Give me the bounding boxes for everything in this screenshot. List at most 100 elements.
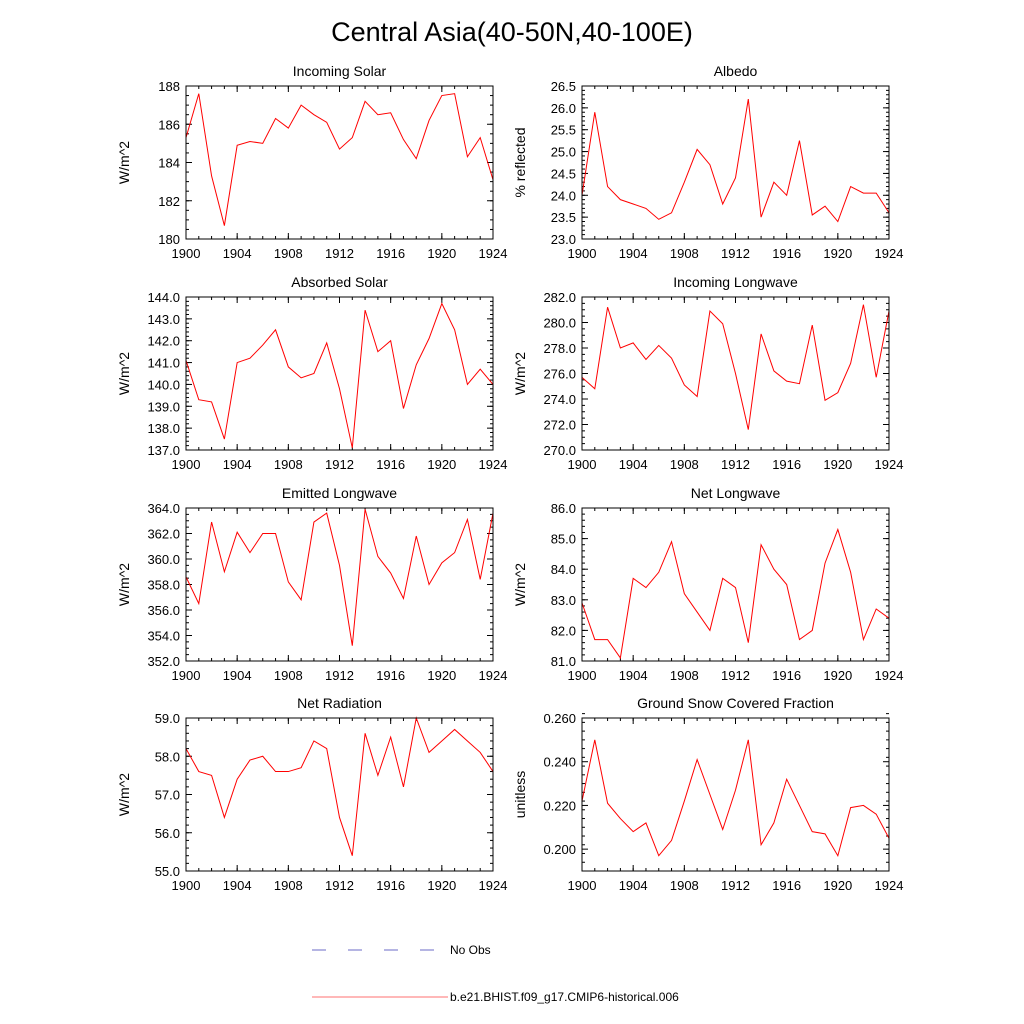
panel-incoming-solar: Incoming Solar 180 182 184 186 188 1900 1904 190… (116, 63, 507, 261)
x-tick-label: 1912 (325, 246, 354, 261)
y-tick-label: 141.0 (147, 356, 180, 371)
y-tick-label: 25.5 (551, 123, 576, 138)
x-tick-label: 1908 (274, 668, 303, 683)
x-tick-label: 1900 (172, 878, 201, 893)
y-tick-label: 274.0 (543, 392, 576, 407)
y-tick-label: 282.0 (543, 290, 576, 305)
x-tick-label: 1908 (670, 878, 699, 893)
series-line-absorbed-solar (185, 302, 494, 448)
x-tick-label: 1904 (223, 668, 252, 683)
x-tick-label: 1900 (172, 457, 201, 472)
panel-ground-snow-covered-fraction: Ground Snow Covered Fraction 0.200 0.220 0.… (512, 695, 903, 893)
y-tick-label: 26.0 (551, 101, 576, 116)
series-line-ground-snow-covered-fraction (581, 739, 890, 857)
x-tick-label: 1900 (172, 668, 201, 683)
panel-title-albedo: Albedo (714, 63, 758, 79)
x-tick-label: 1912 (325, 457, 354, 472)
y-tick-label: 24.5 (551, 166, 576, 181)
x-tick-label: 1916 (376, 668, 405, 683)
y-tick-label: 272.0 (543, 418, 576, 433)
legend-no-obs-label: No Obs (450, 943, 491, 957)
legend: No Obs b.e21.BHIST.f09_g17.CMIP6-histori… (312, 943, 679, 1004)
figure-title: Central Asia(40-50N,40-100E) (331, 17, 693, 47)
x-tick-label: 1908 (274, 457, 303, 472)
y-tick-label: 362.0 (147, 527, 180, 542)
x-tick-label: 1924 (875, 878, 904, 893)
y-axis-label-net-radiation: W/m^2 (116, 773, 132, 816)
x-tick-label: 1912 (721, 457, 750, 472)
panel-frame-ground-snow-covered-fraction (581, 717, 890, 872)
y-tick-label: 0.260 (543, 711, 576, 726)
y-tick-label: 137.0 (147, 443, 180, 458)
x-tick-label: 1900 (568, 457, 597, 472)
y-tick-label: 138.0 (147, 421, 180, 436)
y-tick-label: 23.5 (551, 210, 576, 225)
series-line-net-radiation (185, 716, 494, 856)
panel-title-net-longwave: Net Longwave (691, 485, 781, 501)
y-tick-label: 276.0 (543, 367, 576, 382)
y-tick-label: 59.0 (155, 711, 180, 726)
panel-frame-incoming-longwave (581, 296, 890, 451)
x-tick-label: 1908 (274, 246, 303, 261)
panel-absorbed-solar: Absorbed Solar 137.0 138.0 139.0 140.0 141.0 1… (116, 274, 507, 472)
series-line-emitted-longwave (185, 509, 494, 646)
panel-frame-absorbed-solar (185, 296, 494, 451)
panel-net-longwave: Net Longwave 81.0 82.0 83.0 84.0 85.0 86.0 1900… (512, 485, 903, 683)
x-tick-label: 1912 (325, 878, 354, 893)
panel-emitted-longwave: Emitted Longwave 352.0 354.0 356.0 358.0 360.… (116, 485, 507, 683)
x-tick-label: 1900 (172, 246, 201, 261)
x-tick-label: 1924 (875, 457, 904, 472)
y-tick-label: 354.0 (147, 629, 180, 644)
x-tick-label: 1916 (376, 457, 405, 472)
series-line-incoming-solar (185, 93, 494, 226)
y-axis-label-emitted-longwave: W/m^2 (116, 563, 132, 606)
y-tick-label: 356.0 (147, 603, 180, 618)
x-tick-label: 1920 (427, 668, 456, 683)
y-tick-label: 56.0 (155, 826, 180, 841)
y-axis-label-net-longwave: W/m^2 (512, 563, 528, 606)
x-tick-label: 1920 (427, 878, 456, 893)
x-tick-label: 1900 (568, 878, 597, 893)
x-tick-label: 1904 (619, 457, 648, 472)
y-tick-label: 26.5 (551, 79, 576, 94)
y-tick-label: 144.0 (147, 290, 180, 305)
panel-title-ground-snow-covered-fraction: Ground Snow Covered Fraction (637, 695, 834, 711)
x-tick-label: 1920 (823, 246, 852, 261)
y-tick-label: 140.0 (147, 377, 180, 392)
x-tick-label: 1904 (619, 878, 648, 893)
x-tick-label: 1916 (772, 246, 801, 261)
x-tick-label: 1916 (772, 878, 801, 893)
y-tick-label: 188 (158, 79, 180, 94)
x-tick-label: 1908 (274, 878, 303, 893)
x-tick-label: 1920 (427, 246, 456, 261)
x-tick-label: 1916 (772, 668, 801, 683)
y-tick-label: 23.0 (551, 232, 576, 247)
y-tick-label: 85.0 (551, 532, 576, 547)
x-tick-label: 1904 (223, 246, 252, 261)
x-tick-label: 1924 (479, 457, 508, 472)
x-tick-label: 1904 (619, 668, 648, 683)
x-tick-label: 1920 (427, 457, 456, 472)
y-tick-label: 0.220 (543, 798, 576, 813)
x-tick-label: 1916 (376, 246, 405, 261)
panel-title-emitted-longwave: Emitted Longwave (282, 485, 397, 501)
y-tick-label: 364.0 (147, 501, 180, 516)
y-tick-label: 57.0 (155, 788, 180, 803)
y-axis-label-ground-snow-covered-fraction: unitless (512, 771, 528, 818)
y-tick-label: 0.240 (543, 755, 576, 770)
y-tick-label: 186 (158, 117, 180, 132)
series-line-net-longwave (581, 527, 890, 660)
x-tick-label: 1916 (376, 878, 405, 893)
x-tick-label: 1912 (721, 246, 750, 261)
y-tick-label: 83.0 (551, 593, 576, 608)
x-tick-label: 1904 (223, 457, 252, 472)
y-tick-label: 278.0 (543, 341, 576, 356)
x-tick-label: 1908 (670, 457, 699, 472)
y-tick-label: 55.0 (155, 864, 180, 879)
panel-albedo: Albedo 23.0 23.5 24.0 24.5 25.0 25.5 26.0 26.5 19… (512, 63, 903, 261)
x-tick-label: 1908 (670, 246, 699, 261)
y-tick-label: 86.0 (551, 501, 576, 516)
y-tick-label: 143.0 (147, 312, 180, 327)
x-tick-label: 1900 (568, 246, 597, 261)
